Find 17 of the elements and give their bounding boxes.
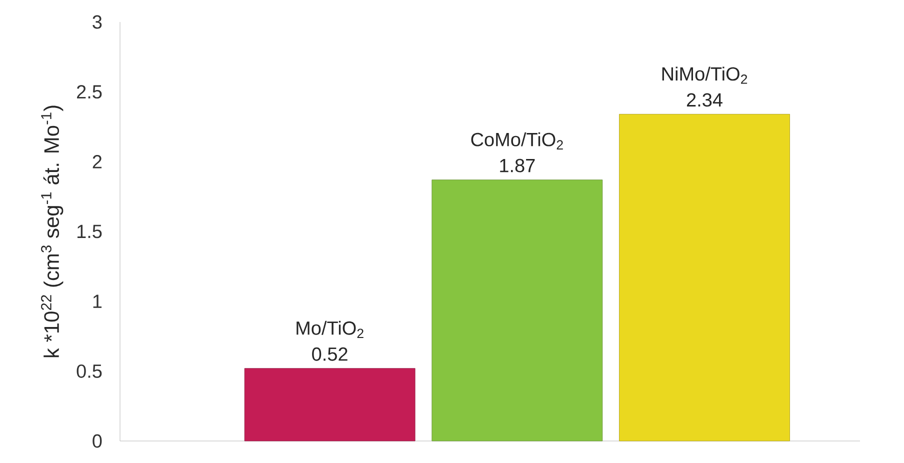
y-tick-label: 3 xyxy=(92,15,102,29)
y-tick-label: 1 xyxy=(93,294,102,308)
x-tick-label: Mo/TiO$_{2}$ xyxy=(296,320,364,338)
x-tick-label: CoMo/TiO$_{2}$ xyxy=(471,132,563,150)
y-tick-label: 0.5 xyxy=(76,364,102,378)
x-tick-label: NiMo/TiO$_{2}$ xyxy=(662,66,748,84)
y-tick-label: 1.5 xyxy=(78,224,102,238)
y-tick-label: 2 xyxy=(92,155,102,168)
bar xyxy=(432,180,603,442)
text: k *10$^{22}$ (cm$^{3}$ seg$^{-1}$ át. Mo$^{-1}$) xyxy=(41,106,64,358)
data-label: 2.34 xyxy=(686,93,722,107)
bar xyxy=(619,114,790,442)
bar xyxy=(244,368,416,442)
y-tick-label: 0 xyxy=(92,434,102,448)
data-label: 1.87 xyxy=(500,158,535,172)
y-tick-label: 2.5 xyxy=(77,85,102,99)
data-label: 0.52 xyxy=(312,347,348,361)
